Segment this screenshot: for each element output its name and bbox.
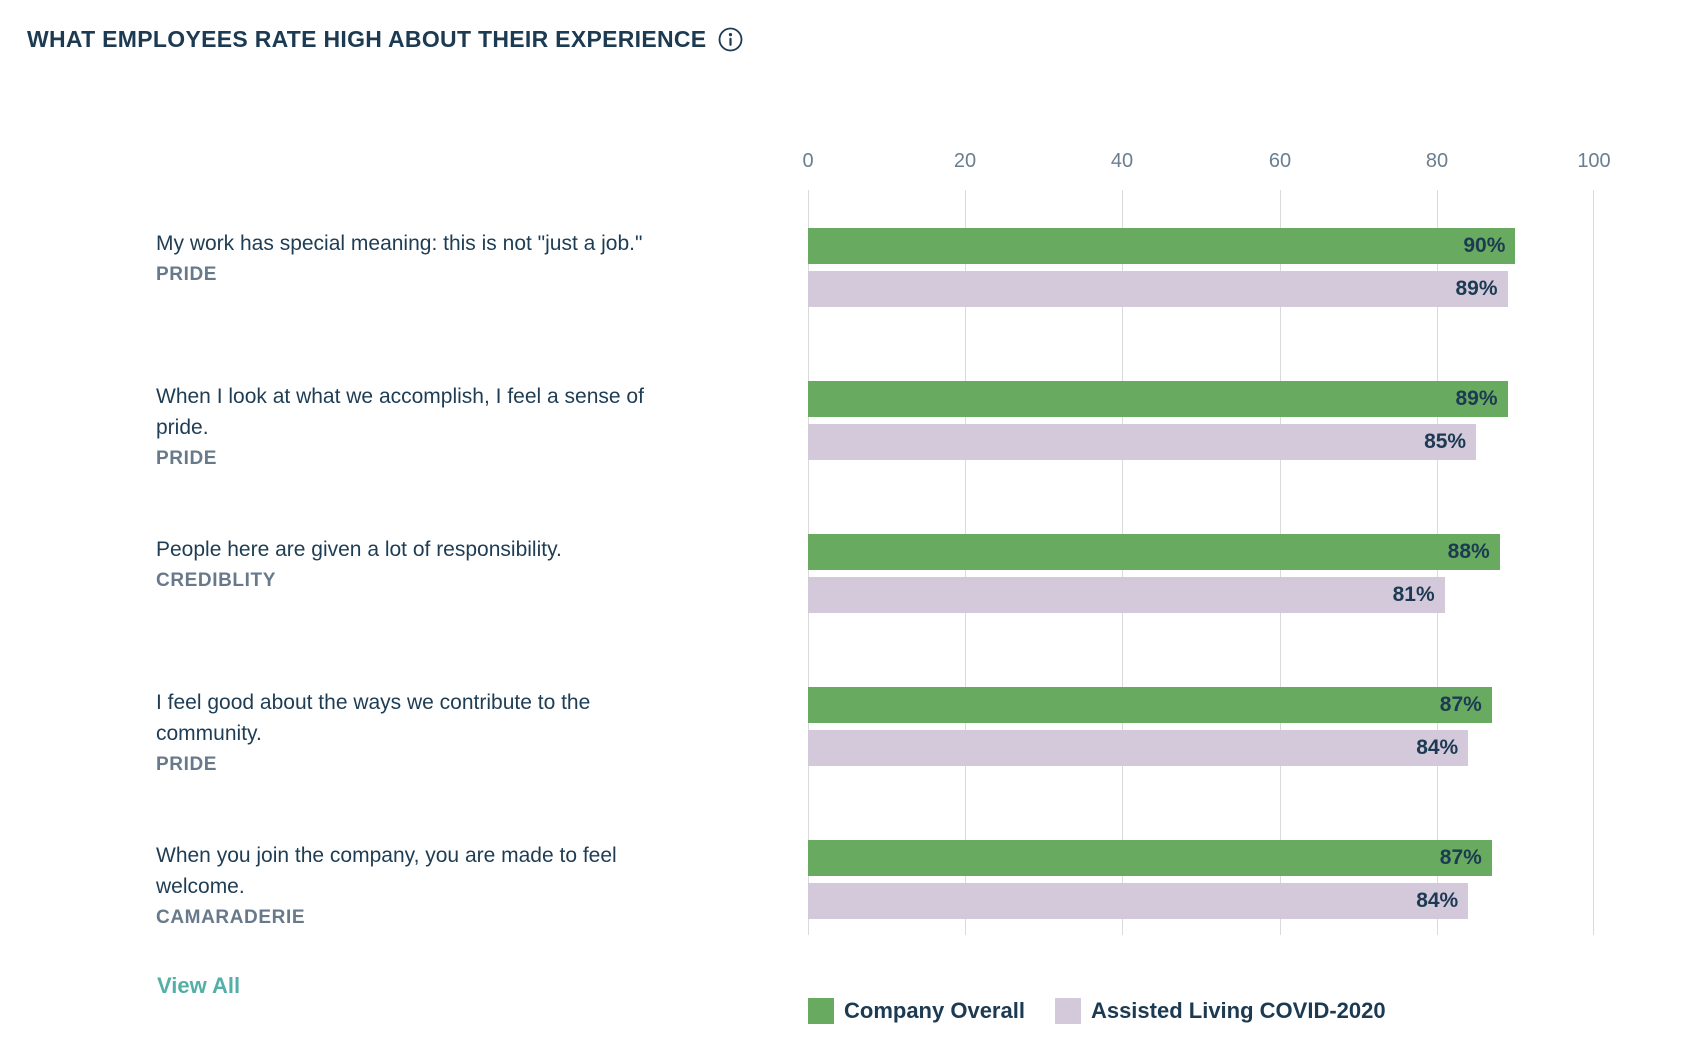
dimension-label: PRIDE: [156, 754, 218, 775]
bar-value-label: 81%: [1392, 583, 1435, 606]
assisted-living-bar: 84%: [808, 883, 1469, 919]
x-tick-80: 80: [1425, 150, 1449, 172]
bar-value-label: 89%: [1455, 387, 1498, 410]
x-tick-60: 60: [1268, 150, 1292, 172]
bar-value-label: 84%: [1416, 736, 1459, 759]
bar-group: 87% 84%: [808, 840, 1594, 919]
chart-row: I feel good about the ways we contribute…: [0, 687, 1682, 809]
x-tick-20: 20: [953, 150, 977, 172]
x-tick-100: 100: [1577, 150, 1611, 172]
row-label: People here are given a lot of responsib…: [156, 534, 656, 592]
legend-item-assisted-living: Assisted Living COVID-2020: [1054, 998, 1386, 1024]
page-title: WHAT EMPLOYEES RATE HIGH ABOUT THEIR EXP…: [27, 26, 707, 52]
chart-legend: Company Overall Assisted Living COVID-20…: [808, 998, 1386, 1024]
bar-group: 88% 81%: [808, 534, 1594, 613]
company-overall-bar: 87%: [808, 687, 1492, 723]
dimension-label: CREDIBLITY: [156, 570, 276, 591]
company-overall-bar: 87%: [808, 840, 1492, 876]
dimension-label: PRIDE: [156, 264, 218, 285]
legend-label: Company Overall: [844, 998, 1025, 1023]
bar-value-label: 87%: [1439, 846, 1482, 869]
legend-item-company-overall: Company Overall: [808, 998, 1025, 1024]
question-text: I feel good about the ways we contribute…: [156, 691, 591, 745]
bar-value-label: 90%: [1463, 234, 1506, 257]
assisted-living-swatch: [1054, 998, 1081, 1024]
question-text: When you join the company, you are made …: [156, 844, 617, 898]
x-tick-40: 40: [1110, 150, 1134, 172]
company-overall-swatch: [808, 998, 834, 1024]
assisted-living-bar: 81%: [808, 577, 1445, 613]
info-icon[interactable]: [717, 26, 744, 53]
chart-row: When you join the company, you are made …: [0, 840, 1682, 962]
bar-value-label: 87%: [1439, 693, 1482, 716]
dimension-label: CAMARADERIE: [156, 907, 306, 928]
x-tick-0: 0: [802, 150, 814, 172]
company-overall-bar: 90%: [808, 228, 1516, 264]
view-all-link[interactable]: View All: [157, 973, 241, 998]
legend-label: Assisted Living COVID-2020: [1090, 998, 1386, 1023]
row-label: When I look at what we accomplish, I fee…: [156, 381, 656, 470]
row-label: I feel good about the ways we contribute…: [156, 687, 656, 776]
bar-value-label: 89%: [1455, 277, 1498, 300]
company-overall-bar: 89%: [808, 381, 1508, 417]
question-text: People here are given a lot of responsib…: [156, 538, 562, 561]
chart-row: People here are given a lot of responsib…: [0, 534, 1682, 656]
question-text: When I look at what we accomplish, I fee…: [156, 385, 644, 439]
assisted-living-bar: 84%: [808, 730, 1469, 766]
bar-value-label: 88%: [1447, 540, 1490, 563]
assisted-living-bar: 85%: [808, 424, 1477, 460]
chart-row: My work has special meaning: this is not…: [0, 228, 1682, 350]
bar-group: 87% 84%: [808, 687, 1594, 766]
chart-row: When I look at what we accomplish, I fee…: [0, 381, 1682, 503]
bar-group: 89% 85%: [808, 381, 1594, 460]
row-label: When you join the company, you are made …: [156, 840, 656, 929]
row-label: My work has special meaning: this is not…: [156, 228, 656, 286]
title-row: WHAT EMPLOYEES RATE HIGH ABOUT THEIR EXP…: [27, 26, 744, 53]
assisted-living-bar: 89%: [808, 271, 1508, 307]
question-text: My work has special meaning: this is not…: [156, 232, 643, 255]
gridline-100: [1593, 190, 1594, 935]
company-overall-bar: 88%: [808, 534, 1500, 570]
bar-value-label: 85%: [1424, 430, 1467, 453]
bar-value-label: 84%: [1416, 889, 1459, 912]
bar-group: 90% 89%: [808, 228, 1594, 307]
dimension-label: PRIDE: [156, 448, 218, 469]
